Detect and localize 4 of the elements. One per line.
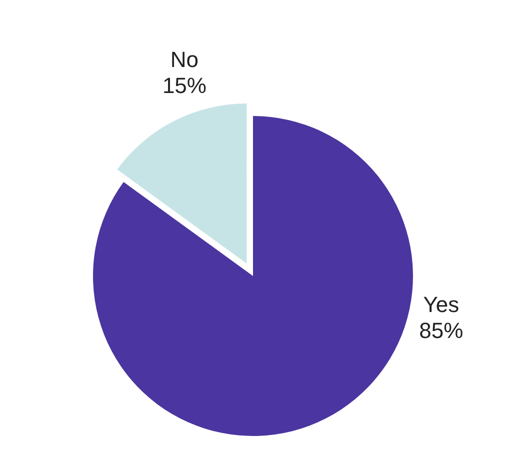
slice-label: Yes (423, 292, 460, 318)
data-label: 85% (419, 318, 464, 344)
slice-label: No (170, 47, 199, 72)
data-label: 15% (162, 73, 206, 98)
